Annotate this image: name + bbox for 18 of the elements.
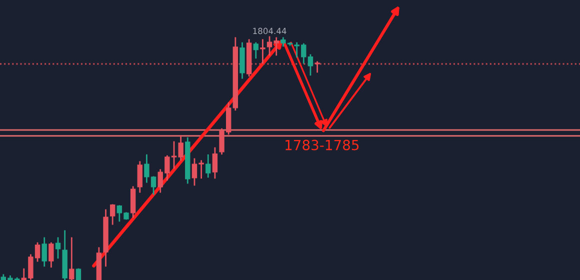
candlestick bbox=[137, 161, 142, 193]
candlestick bbox=[266, 36, 272, 56]
candlestick bbox=[69, 237, 74, 280]
candlestick bbox=[42, 237, 47, 267]
candlestick bbox=[212, 147, 218, 179]
candlestick bbox=[260, 39, 266, 64]
candlestick bbox=[48, 242, 54, 268]
candlestick bbox=[55, 237, 61, 259]
candlestick bbox=[76, 268, 82, 280]
candlestick bbox=[274, 37, 279, 56]
text: 1804.44 bbox=[253, 28, 286, 34]
candlestick bbox=[308, 54, 314, 76]
candlestick bbox=[110, 204, 116, 225]
candlestick bbox=[253, 42, 258, 59]
candlestick bbox=[314, 61, 320, 73]
candlestick bbox=[130, 186, 136, 218]
annotation: 1783-1785 bbox=[286, 140, 359, 150]
candlestick bbox=[206, 154, 211, 178]
